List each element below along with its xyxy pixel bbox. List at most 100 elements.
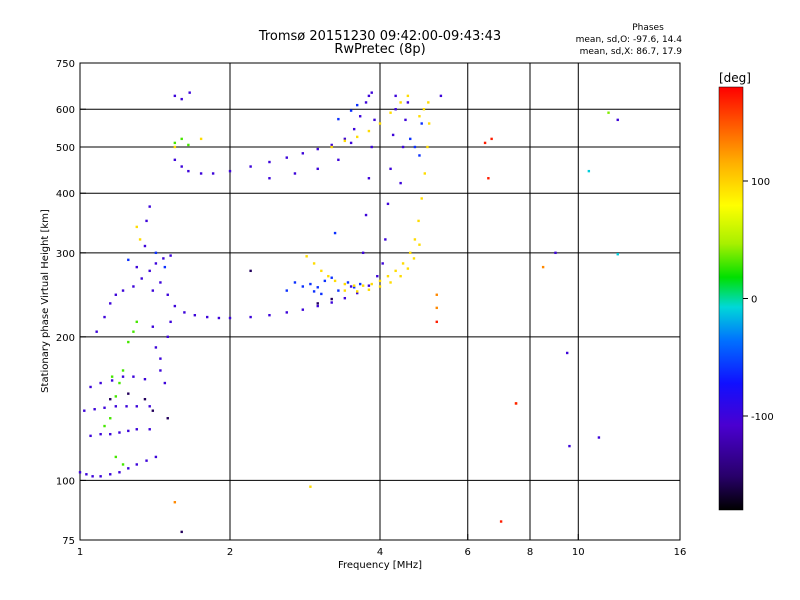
colorbar-unit: [deg] bbox=[719, 71, 751, 85]
data-point bbox=[312, 290, 316, 293]
data-point bbox=[159, 369, 162, 372]
data-point bbox=[370, 91, 373, 94]
data-point bbox=[420, 122, 423, 125]
data-point bbox=[423, 172, 426, 175]
data-point bbox=[349, 285, 353, 288]
data-point bbox=[376, 274, 379, 278]
data-point bbox=[135, 265, 138, 269]
data-point bbox=[389, 111, 392, 114]
data-point bbox=[89, 385, 92, 389]
data-point bbox=[352, 127, 356, 131]
data-point bbox=[349, 109, 353, 112]
data-point bbox=[93, 408, 96, 411]
data-point bbox=[378, 285, 382, 288]
data-point bbox=[367, 177, 371, 180]
data-point bbox=[114, 405, 118, 408]
data-point bbox=[352, 286, 356, 289]
data-point bbox=[355, 291, 359, 295]
data-point bbox=[187, 143, 190, 147]
data-point bbox=[320, 269, 323, 273]
data-point bbox=[337, 117, 340, 121]
data-point bbox=[163, 381, 167, 385]
data-point bbox=[132, 375, 135, 378]
data-point bbox=[127, 429, 130, 433]
data-point bbox=[406, 94, 410, 98]
data-point bbox=[151, 409, 155, 412]
data-point bbox=[409, 137, 412, 141]
data-point bbox=[159, 357, 162, 360]
data-point bbox=[154, 346, 158, 349]
data-point bbox=[399, 181, 402, 185]
data-point bbox=[138, 238, 142, 241]
data-point bbox=[199, 172, 203, 175]
data-point bbox=[487, 177, 490, 180]
data-point bbox=[337, 289, 340, 292]
data-point bbox=[187, 169, 190, 173]
data-point bbox=[378, 279, 382, 283]
data-point bbox=[330, 143, 333, 147]
data-point bbox=[199, 137, 203, 141]
data-point bbox=[384, 238, 387, 241]
data-point bbox=[361, 251, 365, 255]
data-point bbox=[364, 101, 368, 104]
data-point bbox=[394, 108, 397, 111]
data-point bbox=[173, 158, 177, 162]
data-point bbox=[389, 167, 392, 171]
data-point bbox=[132, 285, 135, 288]
data-point bbox=[358, 115, 362, 118]
data-point bbox=[406, 101, 410, 104]
data-point bbox=[148, 269, 151, 273]
data-point bbox=[143, 397, 147, 401]
data-point bbox=[85, 473, 88, 476]
data-point bbox=[367, 284, 371, 287]
data-point bbox=[427, 101, 430, 104]
x-axis-label: Frequency [MHz] bbox=[338, 560, 422, 571]
data-point bbox=[228, 169, 232, 173]
data-point bbox=[401, 262, 405, 265]
data-point bbox=[143, 244, 147, 248]
data-point bbox=[121, 369, 125, 372]
data-point bbox=[121, 463, 125, 466]
data-point bbox=[616, 253, 619, 256]
data-point bbox=[135, 463, 138, 466]
data-point bbox=[249, 165, 252, 168]
phases-mean-o: mean, sd,O: -97.6, 14.4 bbox=[576, 35, 683, 45]
data-point bbox=[413, 145, 417, 149]
data-point bbox=[343, 289, 347, 292]
data-point bbox=[205, 315, 209, 319]
data-point bbox=[381, 262, 384, 265]
data-point bbox=[422, 108, 426, 111]
data-point bbox=[483, 141, 487, 145]
data-point bbox=[389, 281, 392, 284]
data-point bbox=[135, 405, 138, 408]
data-point bbox=[145, 459, 148, 462]
data-point bbox=[114, 455, 118, 459]
data-point bbox=[125, 405, 128, 408]
data-point bbox=[541, 265, 545, 269]
data-point bbox=[364, 213, 368, 217]
grid-lines bbox=[80, 63, 680, 540]
data-point bbox=[180, 137, 183, 141]
data-point bbox=[193, 313, 197, 317]
data-point bbox=[439, 94, 443, 98]
data-point bbox=[316, 302, 319, 305]
data-point bbox=[597, 436, 601, 439]
data-point bbox=[355, 103, 359, 107]
data-point bbox=[154, 262, 158, 265]
data-point bbox=[330, 297, 333, 301]
data-point bbox=[370, 145, 373, 149]
data-point bbox=[143, 377, 147, 381]
colorbar-tick-label: 0 bbox=[751, 295, 757, 306]
data-point bbox=[499, 520, 503, 523]
data-point bbox=[418, 243, 421, 246]
data-point bbox=[118, 471, 121, 474]
data-point bbox=[316, 286, 319, 289]
data-point bbox=[109, 397, 112, 401]
data-point bbox=[127, 467, 130, 470]
data-point bbox=[327, 274, 330, 278]
data-point bbox=[554, 251, 557, 255]
data-point bbox=[514, 402, 518, 405]
data-point bbox=[109, 473, 112, 476]
phases-title: Phases bbox=[632, 23, 664, 33]
